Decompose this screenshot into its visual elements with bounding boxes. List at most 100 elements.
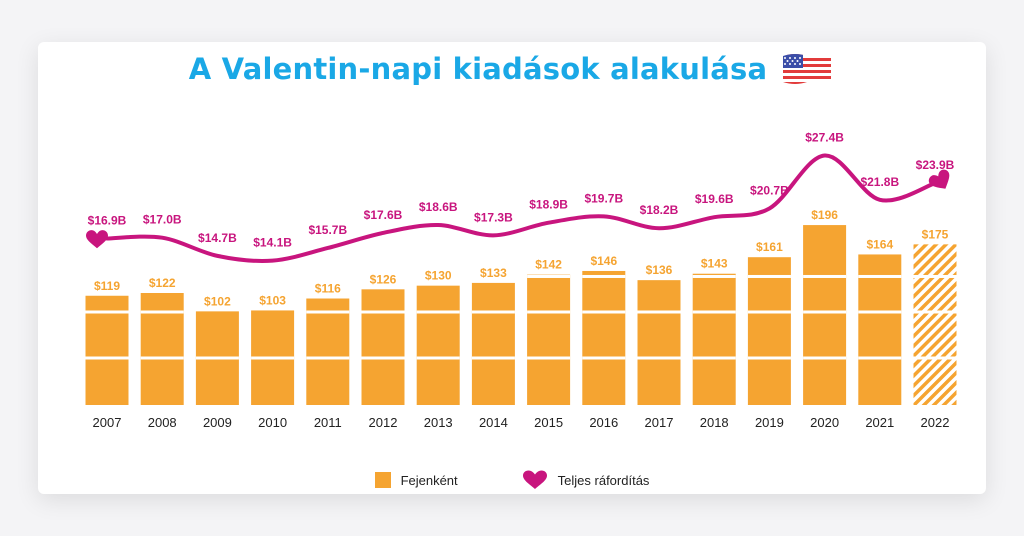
x-tick-label: 2011 <box>314 415 342 430</box>
x-tick-label: 2008 <box>148 415 177 430</box>
line-value-label: $23.9B <box>916 158 955 172</box>
x-tick-label: 2013 <box>424 415 453 430</box>
legend-line-label: Teljes ráfordítás <box>557 472 650 488</box>
bar-2019 <box>747 257 791 405</box>
bar-separator <box>85 310 129 314</box>
bar-2013 <box>416 285 460 405</box>
bar-value-label: $143 <box>701 257 728 271</box>
line-value-label: $18.9B <box>529 198 568 212</box>
bar-separator <box>306 310 350 314</box>
total-spending-line <box>105 153 937 263</box>
x-tick-label: 2020 <box>810 415 839 430</box>
bar-value-label: $130 <box>425 269 452 283</box>
bar-separator <box>416 310 460 314</box>
line-value-label: $17.6B <box>364 208 403 222</box>
bar-separator <box>361 356 405 360</box>
bar-separator <box>747 356 791 360</box>
x-tick-label: 2017 <box>645 415 674 430</box>
bar-value-label: $161 <box>756 240 783 254</box>
bar-2014 <box>471 282 515 405</box>
line-value-label: $14.7B <box>198 231 237 245</box>
x-tick-label: 2019 <box>755 415 784 430</box>
us-flag-icon <box>783 54 832 84</box>
line-value-label: $14.1B <box>253 236 292 250</box>
x-tick-label: 2010 <box>258 415 287 430</box>
line-value-label: $18.6B <box>419 200 458 214</box>
x-tick-label: 2021 <box>865 415 894 430</box>
line-value-label: $17.0B <box>143 213 182 227</box>
bar-separator <box>85 356 129 360</box>
bar-value-label: $196 <box>811 208 838 222</box>
line-value-label: $19.6B <box>695 192 734 206</box>
line-end-heart-icon <box>928 169 950 189</box>
bar-value-label: $164 <box>866 237 893 251</box>
bar-value-label: $146 <box>590 254 617 268</box>
x-tick-label: 2009 <box>203 415 232 430</box>
bar-separator <box>858 274 902 278</box>
bar-2016 <box>582 270 626 405</box>
line-value-label: $21.8B <box>860 175 899 189</box>
legend: Fejenként Teljes ráfordítás <box>0 470 1024 490</box>
bar-value-label: $102 <box>204 294 231 308</box>
x-tick-label: 2012 <box>369 415 398 430</box>
title-row: A Valentin-napi kiadások alakulása <box>0 50 1024 88</box>
line-start-heart-icon <box>86 230 108 249</box>
bar-value-label: $119 <box>94 279 120 293</box>
x-tick-label: 2022 <box>921 415 950 430</box>
legend-item-line: Teljes ráfordítás <box>522 470 650 490</box>
heart-icon <box>522 470 547 489</box>
x-tick-label: 2015 <box>534 415 563 430</box>
bar-2007 <box>85 295 129 405</box>
bar-separator <box>692 274 736 278</box>
bar-separator <box>582 356 626 360</box>
legend-bar-swatch <box>374 472 391 488</box>
bar-separator <box>195 356 239 360</box>
bar-2021 <box>858 254 902 405</box>
line-value-label: $18.2B <box>640 203 679 217</box>
bar-value-label: $136 <box>646 263 673 277</box>
bar-separator <box>692 310 736 314</box>
bar-separator <box>803 274 847 278</box>
bar-separator <box>637 310 681 314</box>
bar-separator <box>582 310 626 314</box>
bar-2008 <box>140 293 184 405</box>
bar-separator <box>361 310 405 314</box>
bar-separator <box>747 274 791 278</box>
bar-separator <box>913 310 957 314</box>
bar-value-label: $103 <box>259 293 286 307</box>
bar-value-label: $122 <box>149 276 176 290</box>
bar-separator <box>858 356 902 360</box>
bar-2017 <box>637 280 681 405</box>
bar-2022 <box>913 244 957 405</box>
bar-separator <box>913 274 957 278</box>
bar-separator <box>251 356 295 360</box>
line-value-label: $19.7B <box>584 191 623 205</box>
bar-separator <box>747 310 791 314</box>
line-value-label: $16.9B <box>88 213 127 227</box>
bar-2018 <box>692 273 736 405</box>
bar-value-label: $116 <box>315 282 341 296</box>
bar-separator <box>140 310 184 314</box>
bar-2012 <box>361 289 405 405</box>
bar-2020 <box>803 225 847 405</box>
line-value-label: $20.7B <box>750 183 789 197</box>
bar-separator <box>527 356 571 360</box>
x-tick-label: 2014 <box>479 415 508 430</box>
line-value-label: $27.4B <box>805 131 844 145</box>
bar-separator <box>582 274 626 278</box>
bar-separator <box>140 356 184 360</box>
line-value-label: $15.7B <box>308 223 347 237</box>
x-tick-label: 2016 <box>589 415 618 430</box>
bar-separator <box>803 356 847 360</box>
bar-separator <box>692 356 736 360</box>
bar-2015 <box>527 274 571 405</box>
x-tick-label: 2018 <box>700 415 729 430</box>
bar-value-label: $142 <box>535 258 562 272</box>
bar-separator <box>803 310 847 314</box>
bar-separator <box>527 310 571 314</box>
bar-separator <box>637 356 681 360</box>
bar-separator <box>913 356 957 360</box>
bar-2011 <box>306 298 350 405</box>
bar-separator <box>306 356 350 360</box>
